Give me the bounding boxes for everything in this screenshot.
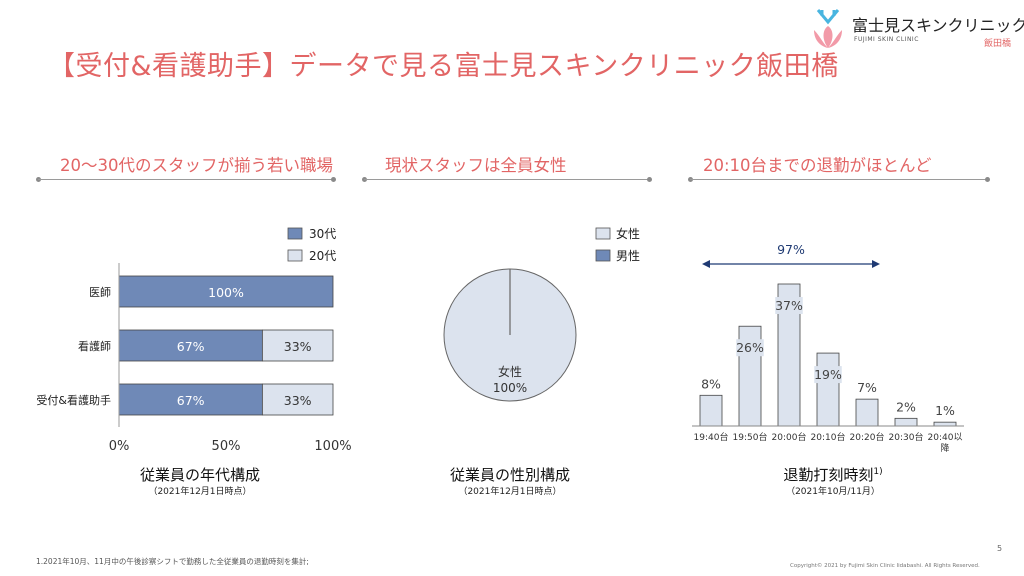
data-label-bg [775, 297, 803, 314]
column-bar [855, 398, 879, 427]
pie-slice-pct: 100% [493, 381, 527, 395]
data-label: 67% [177, 393, 205, 408]
legend-label-0: 30代 [309, 227, 336, 241]
category-label: 19:50台 [733, 431, 768, 443]
category-label: 20:20台 [850, 431, 885, 443]
x-tick-label: 100% [314, 439, 351, 454]
annotation-label: 97% [777, 242, 805, 257]
x-tick-label: 50% [212, 439, 241, 454]
copyright: Copyright© 2021 by Fujimi Skin Clinic Ii… [790, 563, 980, 569]
data-label: 7% [857, 380, 877, 395]
column-bar [816, 352, 840, 427]
chart-3-caption: 退勤打刻時刻1) [748, 464, 918, 485]
chart-2-caption: 従業員の性別構成 [449, 466, 570, 484]
x-tick-label: 0% [109, 439, 130, 454]
category-label: 20:30台 [889, 431, 924, 443]
data-label: 19% [814, 367, 842, 382]
legend-swatch-1 [287, 249, 303, 262]
column-bar [933, 421, 957, 427]
chart-1-caption: 従業員の年代構成 [139, 466, 260, 484]
data-label-bg [814, 366, 842, 384]
bar-segment [261, 383, 334, 416]
section-2-rule [364, 179, 650, 180]
page-title: 【受付&看護助手】データで見る富士見スキンクリニック飯田橋 [48, 51, 839, 82]
legend-swatch-0 [287, 227, 303, 240]
logo-branch: 飯田橋 [984, 39, 1012, 49]
annotation-arrowhead-right [872, 260, 880, 268]
data-label: 26% [736, 340, 764, 355]
clock-out-time-chart: 8% 19:40台 26% 19:50台 37% 20:00台 19% 20:10台 7% 20:… [692, 242, 964, 454]
column-bar [894, 417, 918, 427]
legend-label-1: 20代 [309, 249, 336, 263]
category-label: 降 [940, 442, 949, 454]
logo-name: 富士見スキンクリニック [852, 16, 1024, 35]
legend-swatch-1 [595, 249, 611, 262]
section-1-rule [38, 179, 334, 180]
clinic-logo: 富士見スキンクリニック FUJIMI SKIN CLINIC 飯田橋 [808, 6, 1024, 56]
section-3-heading: 20:10台までの退勤がほとんど [703, 156, 932, 175]
category-label: 受付&看護助手 [36, 393, 111, 407]
lotus-logo-icon [814, 9, 842, 48]
rule-dot [647, 177, 652, 182]
data-label: 2% [896, 399, 916, 414]
data-label: 33% [284, 393, 312, 408]
section-1-heading: 20〜30代のスタッフが揃う若い職場 [60, 156, 333, 175]
section-2-heading: 現状スタッフは全員女性 [385, 156, 567, 175]
data-label-bg [736, 339, 764, 357]
category-label: 看護師 [78, 339, 111, 353]
rule-dot [985, 177, 990, 182]
data-label: 33% [284, 339, 312, 354]
category-label: 19:40台 [694, 431, 729, 443]
data-label: 67% [177, 339, 205, 354]
data-label: 37% [775, 298, 803, 313]
data-label: 8% [701, 376, 721, 391]
age-composition-chart: 30代 20代 100% 医師 67% 33% 看護師 67% 33% 受付&看護助手 0% 50% 1… [36, 227, 351, 454]
bar-segment [118, 275, 334, 308]
category-label: 医師 [89, 286, 111, 299]
column-bar [699, 394, 723, 427]
legend-label-1: 男性 [616, 249, 640, 263]
bar-segment [261, 329, 334, 362]
chart-2-subcaption: （2021年12月1日時点） [458, 487, 562, 497]
data-label: 100% [208, 285, 244, 300]
pie-slice-label: 女性 [498, 364, 522, 379]
chart-3-caption-text: 退勤打刻時刻 [783, 466, 874, 484]
category-label: 20:00台 [772, 431, 807, 443]
category-label: 20:10台 [811, 431, 846, 443]
annotation-arrowhead-left [702, 260, 710, 268]
page-number: 5 [997, 544, 1003, 553]
rule-dot [331, 177, 336, 182]
footnote: 1.2021年10月、11月中の午後診察シフトで勤務した全従業員の退勤時刻を集計… [36, 557, 309, 566]
chart-1-subcaption: （2021年12月1日時点） [148, 487, 252, 497]
chart-3-subcaption: （2021年10月/11月） [786, 487, 880, 497]
category-label: 20:40以 [928, 433, 963, 443]
legend-label-0: 女性 [616, 226, 640, 241]
legend-swatch-0 [595, 227, 611, 240]
chart-3-caption-sup: 1) [873, 467, 883, 477]
data-label: 1% [935, 403, 955, 418]
section-3-rule [690, 179, 988, 180]
bar-segment [118, 329, 263, 362]
logo-sub: FUJIMI SKIN CLINIC [854, 36, 919, 43]
